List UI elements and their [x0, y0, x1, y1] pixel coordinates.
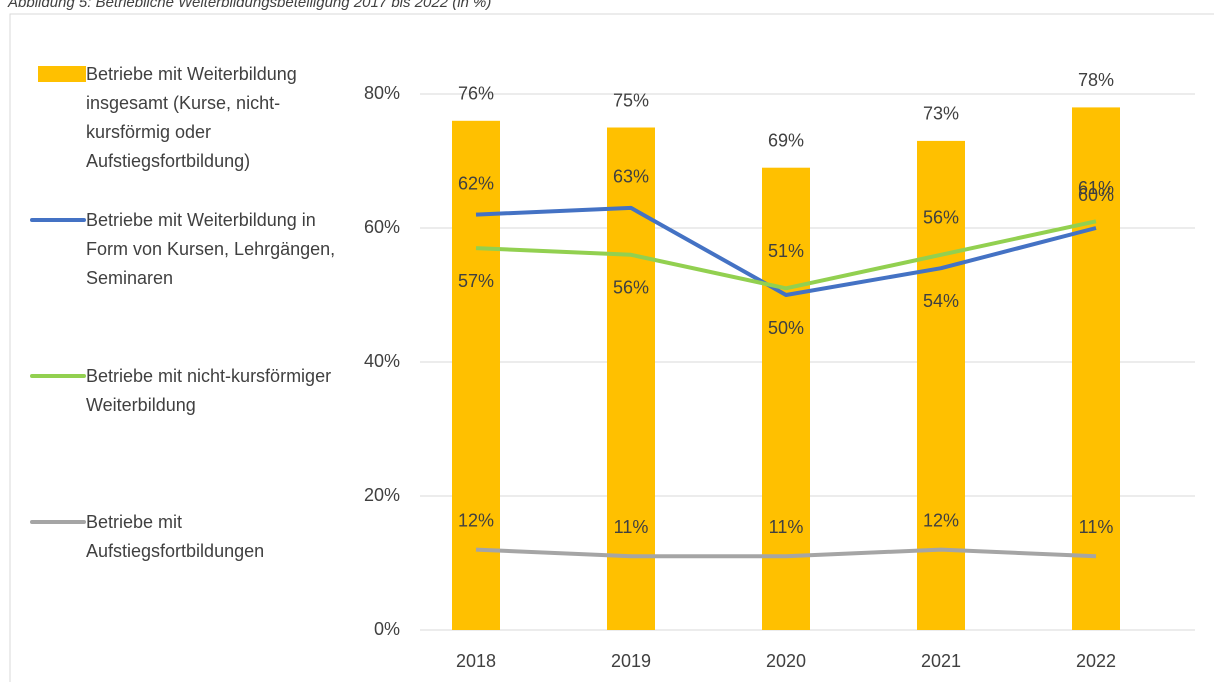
- chart-frame: [9, 13, 1214, 682]
- data-label: 69%: [768, 130, 804, 150]
- y-tick-label: 40%: [364, 351, 400, 371]
- legend-item: Betriebe mit Aufstiegsfortbildungen: [30, 508, 350, 566]
- data-label: 76%: [458, 84, 494, 104]
- y-tick-label: 20%: [364, 485, 400, 505]
- legend-label: Betriebe mit Aufstiegsfortbildungen: [86, 512, 265, 561]
- x-tick-label: 2018: [456, 651, 496, 671]
- x-tick-label: 2021: [921, 651, 961, 671]
- data-label: 78%: [1078, 70, 1114, 90]
- swatch-mark: [38, 66, 86, 82]
- data-label: 11%: [614, 517, 649, 537]
- legend-swatch: [30, 508, 86, 537]
- legend-swatch: [30, 362, 86, 391]
- line: [475, 205, 1097, 297]
- y-tick-label: 80%: [364, 83, 400, 103]
- data-label: 54%: [923, 291, 959, 311]
- legend-label: Betriebe mit Weiterbildung in Form von K…: [86, 210, 336, 288]
- swatch-mark: [30, 374, 86, 378]
- data-label: 11%: [1079, 517, 1114, 537]
- data-label: 12%: [923, 510, 959, 530]
- legend-item: Betriebe mit Weiterbildung in Form von K…: [30, 206, 350, 293]
- legend-swatch: [30, 206, 86, 235]
- data-label: 73%: [923, 104, 959, 124]
- legend-label: Betriebe mit Weiterbildung insgesamt (Ku…: [86, 64, 297, 171]
- swatch-mark: [30, 218, 86, 222]
- data-label: 56%: [923, 208, 959, 228]
- legend-swatch: [30, 60, 86, 89]
- bar: [762, 167, 810, 630]
- y-tick-label: 0%: [374, 619, 400, 639]
- y-tick-label: 60%: [364, 217, 400, 237]
- legend-item: Betriebe mit Weiterbildung insgesamt (Ku…: [30, 60, 350, 176]
- data-label: 75%: [613, 90, 649, 110]
- line: [475, 547, 1097, 559]
- data-label: 62%: [458, 173, 494, 193]
- x-tick-label: 2022: [1076, 651, 1116, 671]
- data-label: 63%: [613, 167, 649, 187]
- data-label: 60%: [1078, 185, 1114, 205]
- data-label: 51%: [768, 241, 804, 261]
- data-label: 11%: [769, 517, 804, 537]
- data-label: 50%: [768, 318, 804, 338]
- x-tick-label: 2019: [611, 651, 651, 671]
- data-label: 57%: [458, 271, 494, 291]
- data-label: 56%: [613, 278, 649, 298]
- legend-label: Betriebe mit nicht-kursförmiger Weiterbi…: [86, 366, 332, 415]
- swatch-mark: [30, 520, 86, 524]
- line: [475, 219, 1097, 291]
- bar: [607, 127, 655, 630]
- data-label: 12%: [458, 510, 494, 530]
- chart-title: Abbildung 5: Betriebliche Weiterbildungs…: [8, 0, 492, 11]
- x-tick-label: 2020: [766, 651, 806, 671]
- bar: [1072, 107, 1120, 630]
- bar: [452, 120, 500, 631]
- data-label: 61%: [1078, 178, 1114, 198]
- legend-item: Betriebe mit nicht-kursförmiger Weiterbi…: [30, 362, 350, 420]
